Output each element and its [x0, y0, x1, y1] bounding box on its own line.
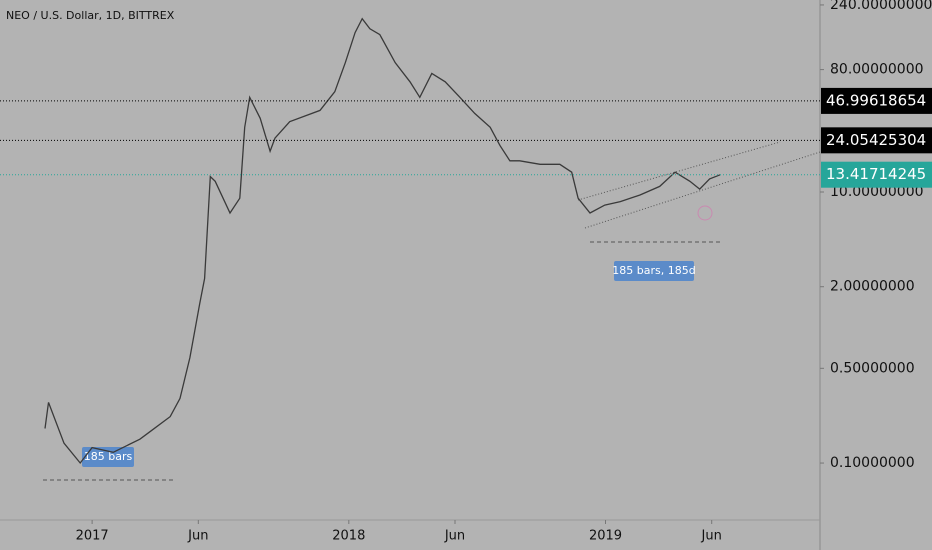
level-label-box: [821, 87, 932, 114]
y-tick-label: 80.00000000: [830, 62, 924, 78]
annotation-box: [82, 447, 134, 467]
level-label: 13.41714245: [826, 165, 926, 183]
level-label-box: [821, 161, 932, 188]
price-line: [44, 17, 721, 465]
x-tick-label: Jun: [701, 529, 722, 544]
annotation-box: [614, 261, 694, 281]
annotation: 185 bars, 185d: [612, 264, 695, 277]
emoji-icon: [697, 205, 713, 221]
channel-top: [577, 141, 781, 201]
channel-bottom: [584, 151, 821, 229]
y-tick-label: 0.10000000: [830, 455, 915, 471]
x-tick-label: 2018: [332, 529, 365, 544]
x-tick-label: Jun: [187, 529, 208, 544]
level-label: 46.99618654: [826, 91, 926, 109]
y-tick-label: 240.00000000: [830, 0, 932, 13]
x-tick-label: 2019: [589, 529, 622, 544]
level-label: 24.05425304: [826, 131, 926, 149]
y-tick-label: 0.50000000: [830, 360, 915, 376]
y-tick-label: 10.00000000: [830, 184, 924, 200]
y-tick-label: 2.00000000: [830, 279, 915, 295]
annotation: 185 bars: [84, 450, 133, 463]
x-tick-label: Jun: [444, 529, 465, 544]
level-label-box: [821, 127, 932, 154]
chart-title: NEO / U.S. Dollar, 1D, BITTREX: [6, 9, 175, 22]
x-tick-label: 2017: [76, 529, 109, 544]
